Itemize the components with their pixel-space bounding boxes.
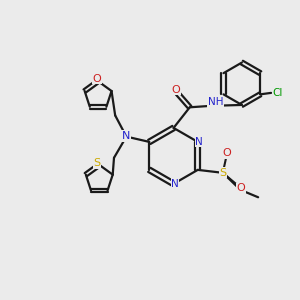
Text: NH: NH bbox=[208, 97, 223, 107]
Text: N: N bbox=[195, 137, 203, 147]
Text: S: S bbox=[93, 158, 100, 168]
Text: O: O bbox=[92, 74, 101, 84]
Text: S: S bbox=[219, 168, 226, 178]
Text: N: N bbox=[122, 131, 130, 141]
Text: O: O bbox=[222, 148, 231, 158]
Text: O: O bbox=[237, 183, 245, 193]
Text: Cl: Cl bbox=[273, 88, 283, 98]
Text: N: N bbox=[171, 179, 179, 189]
Text: O: O bbox=[172, 85, 180, 94]
